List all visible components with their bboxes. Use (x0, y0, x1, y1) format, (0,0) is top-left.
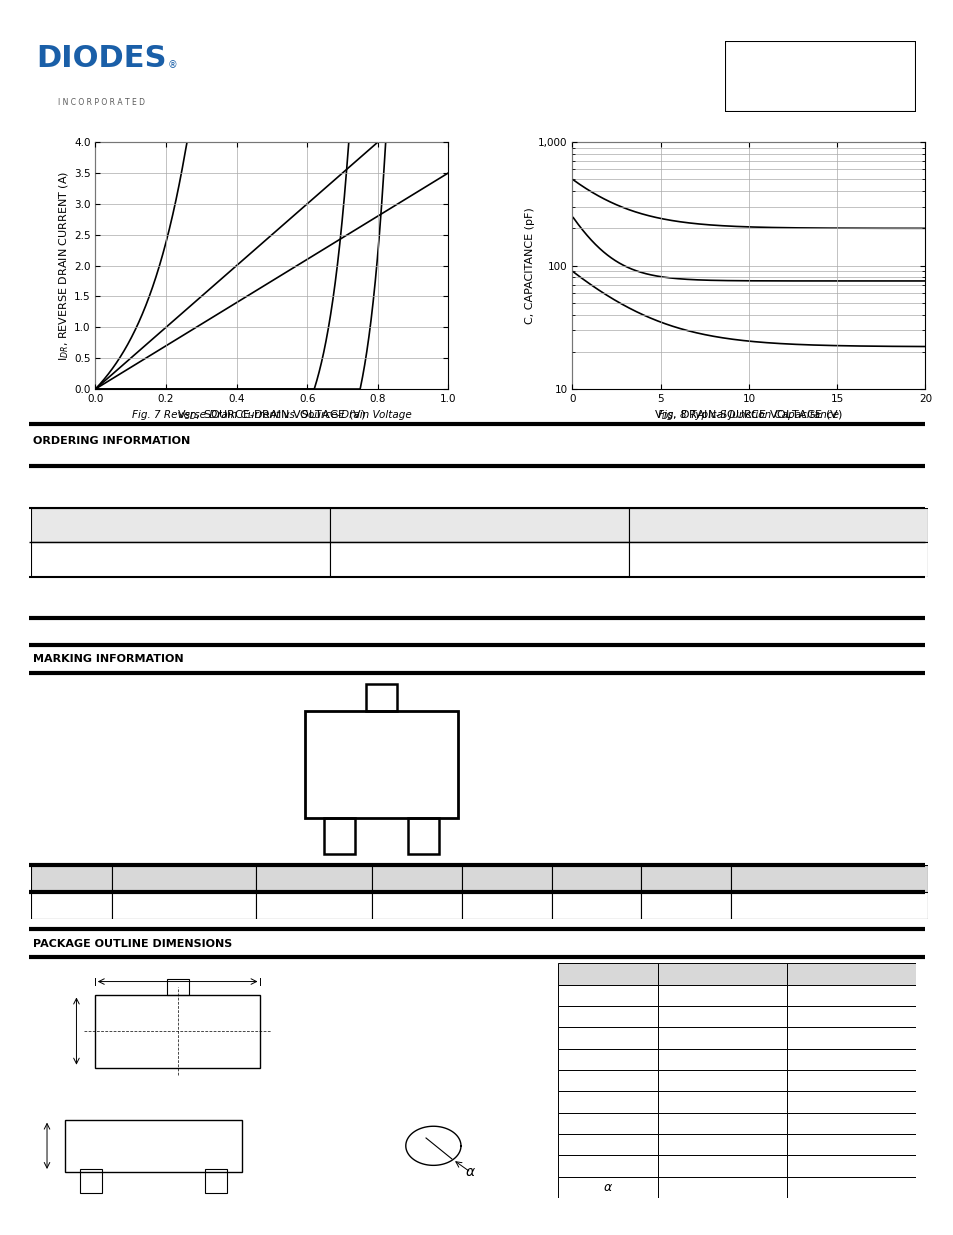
Bar (558, 984, 658, 1007)
Bar (658, 1070, 786, 1092)
Bar (558, 1092, 658, 1113)
X-axis label: V$_{SD}$, SOURCE-DRAIN VOLTAGE (V): V$_{SD}$, SOURCE-DRAIN VOLTAGE (V) (177, 408, 366, 421)
Bar (558, 1049, 658, 1070)
Text: ORDERING INFORMATION: ORDERING INFORMATION (33, 436, 191, 446)
Bar (658, 1113, 786, 1134)
Y-axis label: C, CAPACITANCE (pF): C, CAPACITANCE (pF) (525, 207, 535, 324)
Bar (658, 1007, 786, 1028)
Bar (786, 1092, 915, 1113)
Bar (658, 1092, 786, 1113)
Bar (629, 508, 927, 542)
Bar (786, 984, 915, 1007)
Bar (786, 1049, 915, 1070)
Bar (786, 1028, 915, 1049)
Bar (558, 1134, 658, 1155)
Bar (558, 1177, 658, 1198)
Bar (640, 864, 730, 892)
Bar (372, 864, 461, 892)
Text: ®: ® (167, 61, 177, 70)
X-axis label: V$_{DS}$, DRAIN-SOURCE VOLTAGE (V): V$_{DS}$, DRAIN-SOURCE VOLTAGE (V) (654, 408, 842, 421)
Text: PACKAGE OUTLINE DIMENSIONS: PACKAGE OUTLINE DIMENSIONS (33, 939, 233, 948)
Bar (330, 542, 629, 577)
Y-axis label: I$_{DR}$, REVERSE DRAIN CURRENT (A): I$_{DR}$, REVERSE DRAIN CURRENT (A) (57, 170, 71, 361)
Bar (255, 892, 372, 919)
Bar (786, 1113, 915, 1134)
Bar (255, 864, 372, 892)
Bar (330, 508, 629, 542)
Bar (786, 1177, 915, 1198)
Bar (372, 892, 461, 919)
Bar (658, 1134, 786, 1155)
Bar (558, 1070, 658, 1092)
Bar (66, 1120, 242, 1172)
Bar (558, 1028, 658, 1049)
Bar (558, 1113, 658, 1134)
Bar (658, 1177, 786, 1198)
Bar (629, 542, 927, 577)
Bar (558, 1007, 658, 1028)
Bar (786, 1134, 915, 1155)
Bar (31, 892, 112, 919)
Bar (658, 1155, 786, 1177)
Bar (658, 1049, 786, 1070)
Bar (324, 818, 355, 853)
Bar (94, 994, 260, 1067)
Bar (558, 963, 658, 984)
Bar (305, 710, 457, 818)
Bar (80, 1170, 102, 1193)
Bar (551, 892, 640, 919)
Bar (658, 1028, 786, 1049)
Bar (112, 864, 255, 892)
Bar (31, 542, 330, 577)
Text: $\alpha$: $\alpha$ (602, 1181, 613, 1194)
Bar (31, 864, 112, 892)
Bar (461, 892, 551, 919)
Text: Fig. 7 Reverse Drain Current vs. Source-Drain Voltage: Fig. 7 Reverse Drain Current vs. Source-… (132, 410, 412, 420)
Text: $\alpha$: $\alpha$ (464, 1165, 476, 1179)
Text: Fig. 8 Typical Junction Capacitance: Fig. 8 Typical Junction Capacitance (658, 410, 839, 420)
Bar (558, 1155, 658, 1177)
Bar (786, 963, 915, 984)
Text: MARKING INFORMATION: MARKING INFORMATION (33, 655, 184, 664)
Bar (112, 892, 255, 919)
Text: I N C O R P O R A T E D: I N C O R P O R A T E D (58, 99, 145, 107)
Bar (658, 963, 786, 984)
Text: DIODES: DIODES (36, 44, 167, 73)
Bar (551, 864, 640, 892)
Bar (366, 684, 396, 710)
Bar (640, 892, 730, 919)
Bar (786, 1007, 915, 1028)
Bar (658, 984, 786, 1007)
Bar (31, 508, 330, 542)
Bar (167, 979, 189, 994)
Bar (786, 1070, 915, 1092)
Bar (408, 818, 438, 853)
Bar (205, 1170, 227, 1193)
Bar (786, 1155, 915, 1177)
Bar (730, 892, 927, 919)
Bar (461, 864, 551, 892)
Bar (730, 864, 927, 892)
